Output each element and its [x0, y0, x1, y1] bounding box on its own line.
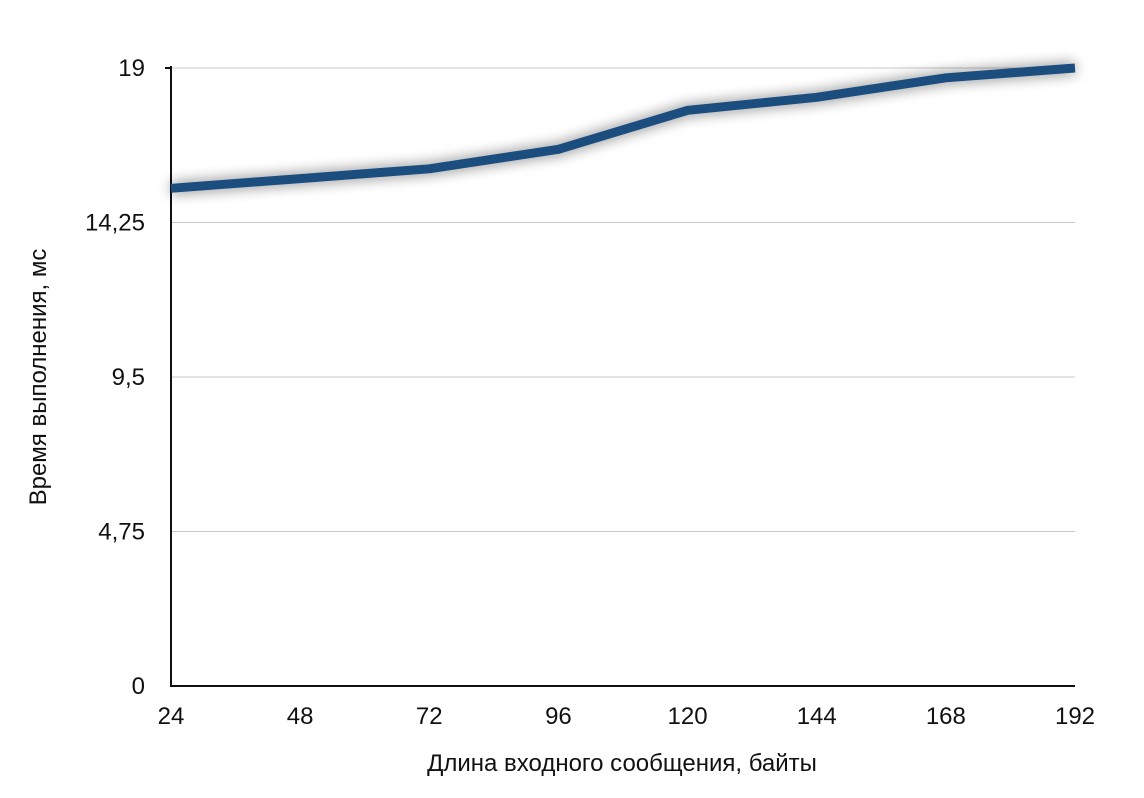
series-layer: [170, 63, 1076, 193]
y-tick-labels: 0 4,75 9,5 14,25 19: [85, 55, 145, 700]
axes: [165, 66, 1075, 687]
y-tick-label: 19: [118, 55, 145, 82]
y-tick-label: 4,75: [98, 519, 145, 546]
x-tick-label: 72: [416, 703, 443, 730]
y-tick-label: 14,25: [85, 210, 145, 237]
x-tick-label: 144: [797, 703, 837, 730]
x-tick-label: 168: [926, 703, 966, 730]
y-tick-label: 9,5: [112, 364, 145, 391]
x-tick-label: 24: [158, 703, 185, 730]
x-tick-labels: 24 48 72 96 120 144 168 192: [158, 703, 1095, 730]
x-axis-title: Длина входного сообщения, байты: [427, 750, 817, 777]
x-tick-label: 96: [545, 703, 572, 730]
y-axis-title: Время выполнения, мс: [25, 249, 52, 506]
y-tick-label: 0: [132, 673, 145, 700]
series-line: [170, 63, 1076, 193]
x-tick-label: 192: [1055, 703, 1095, 730]
x-tick-label: 48: [287, 703, 314, 730]
x-tick-label: 120: [668, 703, 708, 730]
gridlines: [171, 67, 1075, 532]
